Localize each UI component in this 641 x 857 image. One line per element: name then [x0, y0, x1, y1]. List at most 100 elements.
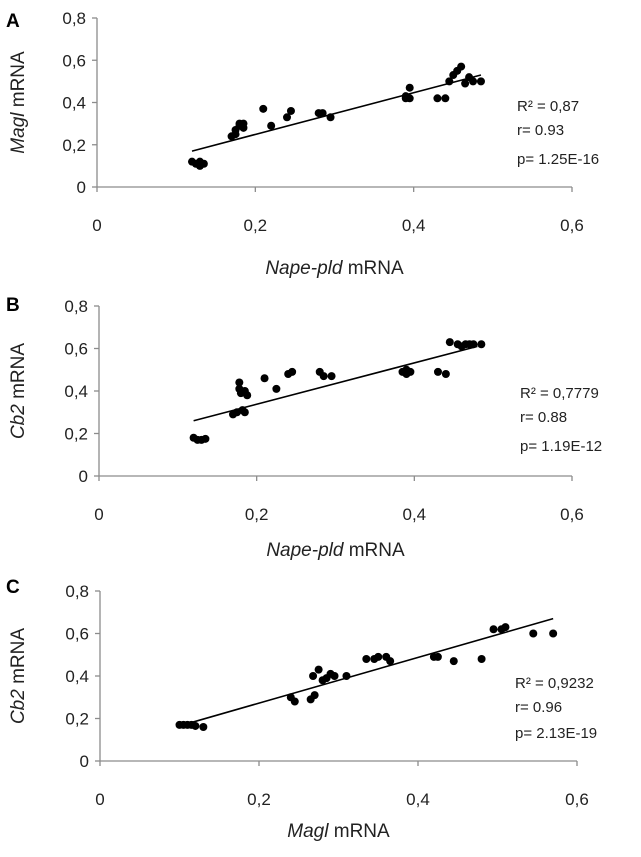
panel-letter: C: [6, 577, 20, 598]
x-tick-label: 0,2: [244, 216, 268, 235]
y-axis-label: Magl mRNA: [8, 51, 29, 154]
data-point: [199, 159, 208, 168]
data-point: [433, 367, 442, 376]
data-point: [260, 374, 269, 383]
stat-line: R² = 0,7779: [520, 385, 599, 402]
data-point: [235, 378, 244, 387]
y-tick-label: 0,4: [62, 94, 86, 113]
data-point: [405, 83, 414, 92]
x-axis-label-italic: Nape-pld: [266, 540, 345, 561]
stat-line: p= 2.13E-19: [515, 725, 597, 742]
data-point: [405, 94, 414, 103]
y-tick-label: 0,8: [62, 9, 86, 28]
data-point: [342, 672, 351, 680]
data-point: [243, 391, 252, 400]
y-tick-label: 0: [79, 467, 88, 486]
data-point: [310, 691, 319, 700]
y-axis-label-italic: Magl: [8, 112, 29, 154]
y-axis-label-unit: mRNA: [8, 343, 29, 405]
data-point: [445, 77, 454, 86]
data-point: [362, 655, 371, 663]
data-point: [529, 629, 538, 638]
x-tick-label: 0: [94, 505, 103, 524]
data-point: [327, 372, 336, 381]
data-point: [288, 367, 297, 376]
x-axis-label: Magl mRNA: [287, 821, 390, 842]
data-point: [386, 657, 395, 666]
y-tick-label: 0,2: [62, 136, 86, 155]
x-tick-label: 0,6: [565, 790, 589, 809]
data-point: [267, 121, 276, 130]
y-tick-label: 0: [80, 752, 89, 771]
x-tick-label: 0: [92, 216, 101, 235]
stat-line: p= 1.19E-12: [520, 438, 602, 455]
trendline: [179, 617, 554, 727]
stat-line: r= 0.96: [515, 699, 562, 716]
y-axis-label-unit: mRNA: [8, 628, 29, 690]
data-point: [286, 106, 295, 115]
y-tick-label: 0,6: [64, 340, 88, 359]
x-axis-label-unit: mRNA: [328, 821, 390, 842]
data-point: [290, 697, 299, 706]
data-point: [441, 94, 450, 103]
data-point: [477, 340, 486, 349]
data-point: [469, 77, 478, 86]
data-point: [449, 657, 458, 666]
data-point: [199, 723, 208, 731]
y-tick-label: 0,8: [64, 297, 88, 316]
y-tick-label: 0: [77, 178, 86, 197]
stat-line: r= 0.88: [520, 409, 567, 426]
data-point: [461, 79, 470, 88]
y-axis-label-italic: Cb2: [8, 404, 29, 439]
data-point: [477, 655, 486, 663]
y-tick-label: 0,2: [65, 710, 89, 729]
data-point: [489, 625, 498, 634]
x-tick-label: 0,4: [406, 790, 430, 809]
y-axis-label-italic: Cb2: [8, 689, 29, 724]
x-axis-label-unit: mRNA: [342, 258, 404, 279]
x-axis-label: Nape-pld mRNA: [266, 540, 405, 561]
data-point: [330, 672, 339, 680]
stat-line: R² = 0,87: [517, 98, 579, 115]
data-point: [445, 338, 454, 347]
data-point: [476, 77, 485, 86]
data-point: [326, 113, 335, 122]
data-point: [469, 340, 478, 349]
data-point: [457, 62, 466, 71]
y-tick-label: 0,4: [64, 382, 88, 401]
data-point: [272, 384, 281, 393]
data-point: [501, 623, 510, 632]
y-tick-label: 0,2: [64, 425, 88, 444]
x-axis-label: Nape-pld mRNA: [265, 258, 404, 279]
x-tick-label: 0,4: [402, 216, 426, 235]
data-point: [191, 721, 200, 730]
data-point: [314, 665, 323, 674]
x-tick-label: 0: [95, 790, 104, 809]
x-tick-label: 0,2: [247, 790, 271, 809]
y-tick-label: 0,8: [65, 582, 89, 601]
data-point: [441, 370, 450, 378]
x-axis-label-italic: Magl: [287, 821, 329, 842]
data-point: [433, 94, 442, 103]
data-point: [406, 367, 415, 376]
data-point: [549, 629, 558, 638]
trendline: [191, 74, 482, 152]
y-tick-label: 0,4: [65, 667, 89, 686]
data-point: [309, 672, 318, 680]
data-point: [239, 119, 248, 128]
y-tick-label: 0,6: [65, 625, 89, 644]
stat-line: p= 1.25E-16: [517, 151, 599, 168]
y-axis-label: Cb2 mRNA: [8, 628, 29, 724]
y-axis-label-unit: mRNA: [8, 51, 29, 113]
data-point: [374, 652, 383, 661]
data-point: [433, 652, 442, 661]
y-tick-label: 0,6: [62, 51, 86, 70]
data-point: [283, 113, 291, 122]
stat-line: R² = 0,9232: [515, 675, 594, 692]
x-axis-label-unit: mRNA: [343, 540, 405, 561]
stat-line: r= 0.93: [517, 122, 564, 139]
